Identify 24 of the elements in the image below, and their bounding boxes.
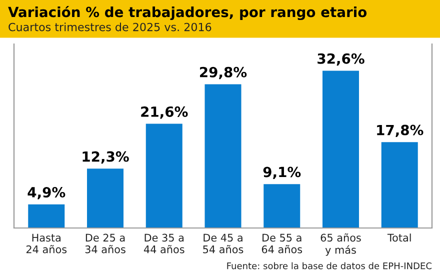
- bar: [204, 84, 242, 228]
- chart-subtitle: Cuartos trimestres de 2025 vs. 2016: [8, 22, 212, 32]
- x-tick-label: 65 años y más: [320, 233, 361, 256]
- bar: [322, 70, 359, 228]
- data-label: 29,8%: [200, 66, 247, 80]
- data-label: 12,3%: [82, 151, 129, 164]
- x-tick-label: De 35 a 44 años: [144, 234, 184, 254]
- chart-title: Variación % de trabajadores, por rango etario: [8, 6, 367, 20]
- bar: [381, 142, 418, 228]
- x-tick-label: Hasta 24 años: [26, 234, 67, 254]
- bar: [264, 184, 300, 228]
- x-tick-label: De 45 a 54 años: [203, 234, 244, 254]
- x-tick-label: De 55 a 64 años: [262, 234, 302, 254]
- bar: [146, 124, 182, 228]
- data-label: 17,8%: [377, 124, 424, 138]
- bar: [28, 204, 65, 228]
- data-label: 21,6%: [141, 106, 188, 119]
- x-tick-label: De 25 a 34 años: [85, 234, 126, 254]
- data-label: 9,1%: [263, 166, 301, 180]
- x-tick-label: Total: [387, 234, 411, 242]
- bar: [87, 168, 124, 228]
- data-label: 32,6%: [318, 53, 364, 66]
- data-label: 4,9%: [28, 187, 66, 200]
- source-note: Fuente: sobre la base de datos de EPH-INDEC: [227, 262, 432, 270]
